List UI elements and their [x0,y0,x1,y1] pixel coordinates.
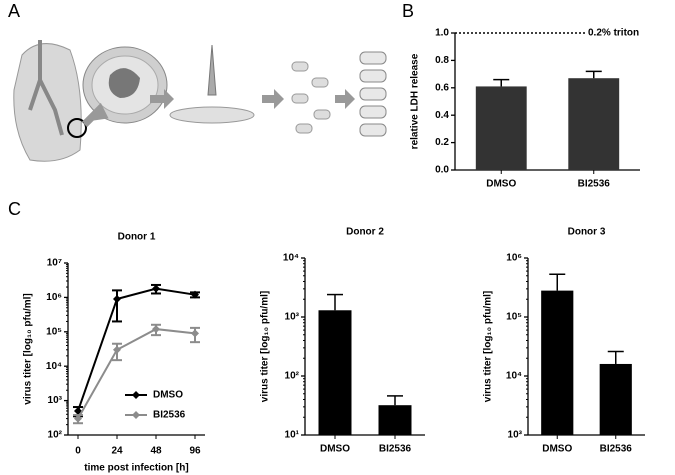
y-tick-label: 10³ [48,395,63,406]
x-tick-label: 48 [150,446,162,457]
series-line [77,328,196,420]
x-tick-label: BI2536 [578,179,611,190]
bar [378,405,412,435]
marker [113,294,121,303]
marker [74,414,82,423]
y-tick-label: 0.4 [435,110,449,121]
reference-label: 0.2% triton [588,28,639,39]
marker [152,284,160,293]
panel-label: A [8,1,20,21]
chart-title: Donor 2 [346,227,384,238]
x-tick-label: 0 [75,446,81,457]
y-tick-label: 10⁶ [46,292,62,303]
y-tick-label: 10¹ [285,430,300,441]
y-tick-label: 0.8 [435,55,449,66]
y-tick-label: 10⁷ [47,258,62,269]
y-tick-label: 10³ [508,430,523,441]
x-tick-label: DMSO [320,444,350,455]
x-axis-label: time post infection [h] [84,463,188,474]
x-tick-label: DMSO [486,179,516,190]
y-tick-label: 10⁴ [46,361,62,372]
y-tick-label: 10⁶ [506,253,522,264]
y-tick-label: 10⁴ [283,253,299,264]
y-axis-label: virus titer [log₁₀ pfu/ml] [483,291,494,402]
y-axis-label: relative LDH release [410,53,421,149]
marker [191,329,199,338]
panel-label: C [8,199,21,219]
y-tick-label: 10⁵ [506,312,522,323]
bar [599,363,632,435]
marker [113,345,121,354]
y-tick-label: 10² [48,430,63,441]
y-tick-label: 10² [285,371,300,382]
bar [568,78,620,170]
y-tick-label: 1.0 [435,28,449,39]
x-tick-label: BI2536 [379,444,412,455]
chart-title: Donor 1 [118,232,156,243]
bar [541,290,574,435]
y-axis-label: virus titer [log₁₀ pfu/ml] [23,293,34,404]
legend-label: BI2536 [153,410,186,421]
legend-marker [132,411,140,419]
bar [318,310,352,435]
marker [191,290,199,299]
legend-marker [132,391,140,399]
x-tick-label: 96 [189,446,201,457]
x-tick-label: DMSO [542,444,572,455]
x-tick-label: 24 [111,446,123,457]
panel-label: B [402,1,414,21]
marker [74,406,82,415]
workflow-illustration [13,40,387,162]
bar [475,86,527,170]
y-tick-label: 0.6 [435,82,449,93]
legend-label: DMSO [153,390,183,401]
y-tick-label: 10⁴ [506,371,522,382]
y-tick-label: 10⁵ [46,326,62,337]
series-line [77,287,196,412]
y-tick-label: 10³ [285,312,300,323]
chart-title: Donor 3 [568,227,606,238]
x-tick-label: BI2536 [600,444,633,455]
y-axis-label: virus titer [log₁₀ pfu/ml] [260,291,271,402]
y-tick-label: 0.0 [435,165,449,176]
y-tick-label: 0.2 [435,137,449,148]
marker [152,325,160,334]
